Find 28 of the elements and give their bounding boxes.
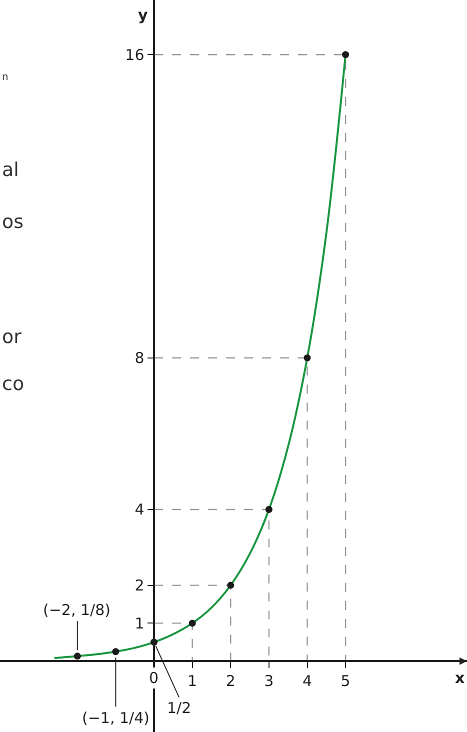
point xyxy=(304,354,311,362)
y-tick-label: 1 xyxy=(134,614,144,632)
point xyxy=(265,506,272,513)
x-tick-label: 0 xyxy=(149,669,159,687)
y-axis-title: y xyxy=(138,6,148,24)
annotation: co xyxy=(2,373,24,395)
point xyxy=(227,582,234,589)
x-axis-title: x xyxy=(455,669,465,687)
annotation: (−2, 1/8) xyxy=(43,601,110,619)
annotation: al xyxy=(2,159,19,181)
annotation: n xyxy=(2,72,8,83)
y-tick-label: 16 xyxy=(125,46,144,64)
x-tick-label: 3 xyxy=(264,672,274,690)
annotation: (−1, 1/4) xyxy=(82,709,150,727)
x-tick-label: 1 xyxy=(188,672,198,690)
point xyxy=(342,51,350,58)
x-tick-label: 4 xyxy=(302,672,312,690)
y-tick-label: 2 xyxy=(134,576,144,595)
y-tick-label: 8 xyxy=(134,349,144,368)
annotation: 1/2 xyxy=(167,699,192,717)
point xyxy=(112,648,120,656)
y-tick-label: 4 xyxy=(134,500,144,519)
x-tick-label: 2 xyxy=(226,672,236,690)
annotation: or xyxy=(2,326,22,348)
point xyxy=(74,652,81,660)
annotation: os xyxy=(2,211,24,233)
x-tick-label: 5 xyxy=(340,672,350,690)
point xyxy=(188,620,196,627)
